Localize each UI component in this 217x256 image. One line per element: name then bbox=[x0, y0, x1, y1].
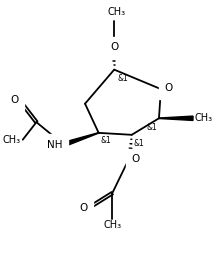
Text: &1: &1 bbox=[117, 74, 128, 83]
Text: CH₃: CH₃ bbox=[3, 135, 21, 145]
Polygon shape bbox=[159, 116, 193, 121]
Text: &1: &1 bbox=[134, 139, 145, 148]
Text: O: O bbox=[110, 42, 118, 52]
Text: CH₃: CH₃ bbox=[103, 220, 121, 230]
Text: O: O bbox=[11, 95, 19, 105]
Text: O: O bbox=[80, 203, 88, 213]
Text: O: O bbox=[165, 83, 173, 93]
Text: &1: &1 bbox=[101, 136, 111, 145]
Text: O: O bbox=[132, 154, 140, 164]
Text: NH: NH bbox=[47, 140, 63, 150]
Text: CH₃: CH₃ bbox=[195, 113, 213, 123]
Polygon shape bbox=[63, 133, 99, 147]
Text: CH₃: CH₃ bbox=[107, 7, 125, 17]
Text: &1: &1 bbox=[146, 123, 157, 132]
